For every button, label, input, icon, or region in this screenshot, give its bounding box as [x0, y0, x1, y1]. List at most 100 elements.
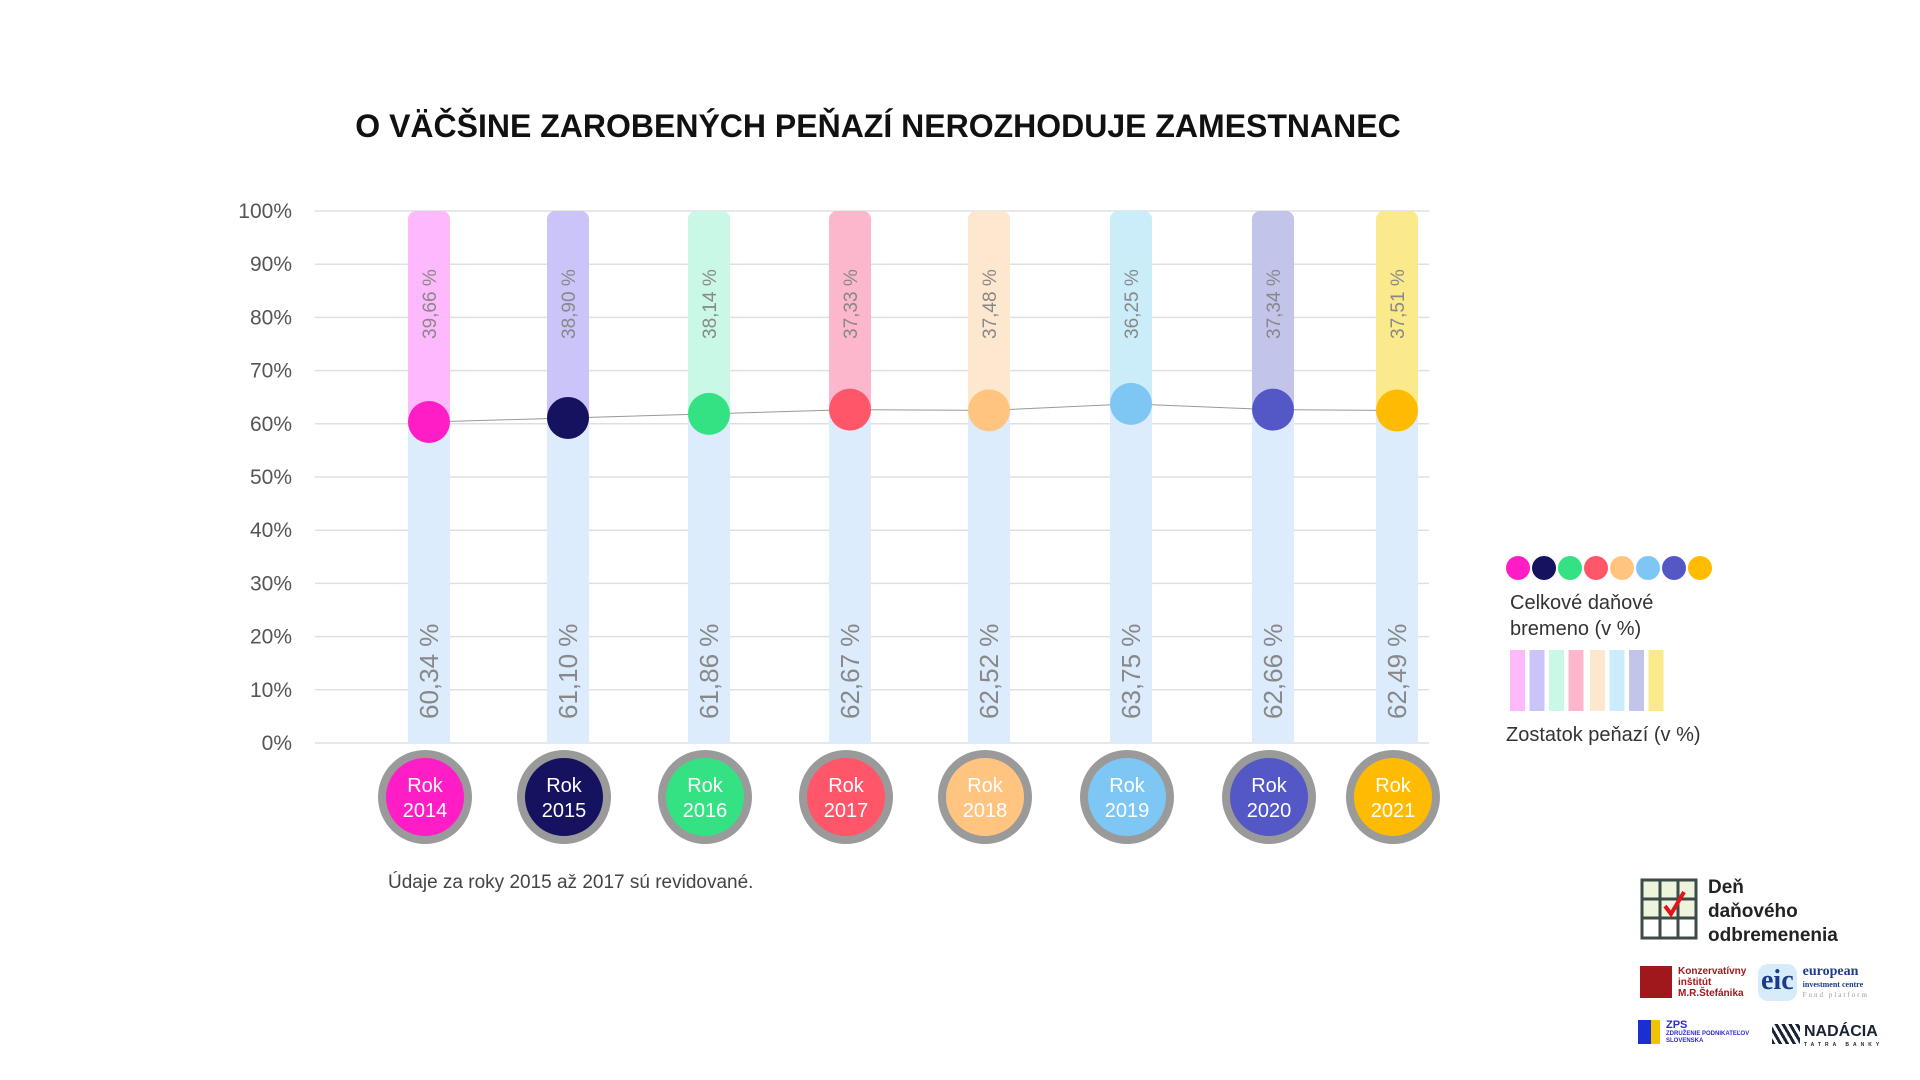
burden-value-label: 62,66 % — [1258, 624, 1288, 719]
remaining-bar — [547, 211, 589, 422]
year-label-year: 2014 — [403, 800, 448, 822]
burden-line — [428, 403, 1398, 423]
legend-burden-label: Celkové daňové bremeno (v %) — [1510, 590, 1653, 642]
calendar-check-icon — [1640, 878, 1698, 940]
remaining-bar — [1252, 211, 1294, 414]
year-label-rok: Rok — [687, 775, 724, 797]
remaining-bar — [688, 211, 730, 418]
legend-dot — [1506, 556, 1530, 580]
kimrs-logo: Konzervatívny inštitút M.R.Štefánika — [1640, 966, 1746, 999]
eic-logo: eic european investment centre Fund plat… — [1758, 964, 1869, 1001]
burden-dot — [547, 396, 589, 439]
legend-swatch — [1568, 650, 1584, 711]
nadacia-text-1: NADÁCIA — [1804, 1023, 1878, 1040]
year-badge — [517, 750, 611, 844]
y-tick-label: 60% — [250, 413, 292, 436]
remaining-bar — [408, 211, 450, 426]
y-tick-label: 30% — [250, 572, 292, 595]
burden-bar — [829, 409, 871, 743]
remaining-value-label: 37,33 % — [841, 269, 862, 339]
year-badge — [378, 750, 472, 844]
legend-swatch — [1549, 650, 1564, 711]
zps-text-1: ZPS — [1666, 1019, 1688, 1031]
burden-bar — [968, 410, 1010, 743]
burden-dot — [1376, 389, 1418, 432]
zps-text-3: SLOVENSKA — [1666, 1038, 1704, 1044]
legend-burden-line1: Celkové daňové — [1510, 592, 1654, 614]
remaining-value-label: 37,48 % — [980, 269, 1001, 339]
burden-value-label: 61,86 % — [694, 624, 724, 719]
year-badge — [938, 750, 1032, 844]
legend-dot — [1636, 556, 1660, 580]
remaining-value-label: 37,51 % — [1388, 269, 1409, 339]
eic-text-3: Fund platform — [1802, 991, 1869, 999]
legend-dot — [1532, 556, 1556, 580]
y-tick-label: 70% — [250, 360, 292, 383]
burden-bar — [1376, 410, 1418, 743]
legend-remaining-label: Zostatok peňazí (v %) — [1506, 724, 1701, 746]
year-label-year: 2019 — [1105, 800, 1150, 822]
remaining-bar — [829, 211, 871, 414]
y-tick-label: 40% — [250, 519, 292, 542]
burden-value-label: 60,34 % — [414, 624, 444, 719]
remaining-value-label: 36,25 % — [1122, 269, 1143, 339]
year-badge — [1346, 750, 1440, 844]
legend-burden-line2: bremeno (v %) — [1510, 618, 1642, 640]
burden-bar — [688, 413, 730, 743]
burden-value-label: 62,67 % — [835, 624, 865, 719]
eic-mark: eic — [1758, 964, 1797, 1001]
kimrs-emblem-icon — [1640, 966, 1672, 998]
year-label-rok: Rok — [407, 775, 444, 797]
burden-bar — [547, 417, 589, 743]
year-label-rok: Rok — [546, 775, 583, 797]
zps-text-2: ZDRUŽENIE PODNIKATEĽOV — [1666, 1031, 1750, 1037]
remaining-value-label: 38,90 % — [559, 269, 580, 339]
year-label-year: 2020 — [1247, 800, 1292, 822]
year-label-year: 2016 — [683, 800, 728, 822]
year-label-rok: Rok — [967, 775, 1004, 797]
burden-value-label: 62,49 % — [1382, 624, 1412, 719]
tb-emblem-icon — [1772, 1024, 1800, 1044]
y-tick-label: 50% — [250, 466, 292, 489]
zps-logo: ZPS ZDRUŽENIE PODNIKATEĽOV SLOVENSKA — [1638, 1020, 1749, 1045]
logo-text-2: daňového — [1708, 901, 1798, 922]
y-tick-label: 10% — [250, 679, 292, 702]
burden-bar — [1110, 403, 1152, 743]
burden-dot — [1110, 382, 1152, 425]
legend-swatch — [1629, 650, 1644, 711]
legend-swatch — [1609, 650, 1625, 711]
legend-swatch — [1529, 650, 1545, 711]
eic-text-1: european — [1802, 964, 1859, 979]
y-tick-label: 100% — [238, 200, 292, 223]
legend-dot — [1688, 556, 1712, 580]
y-tick-label: 80% — [250, 306, 292, 329]
burden-value-label: 63,75 % — [1116, 624, 1146, 719]
burden-dot — [408, 400, 450, 443]
burden-dot — [829, 388, 871, 431]
burden-dot — [968, 389, 1010, 432]
year-label-year: 2017 — [824, 800, 869, 822]
legend-swatch — [1590, 650, 1605, 711]
remaining-bar — [1110, 211, 1152, 408]
year-label-rok: Rok — [1109, 775, 1146, 797]
legend-swatch — [1510, 650, 1525, 711]
den-danoveho-odbremenenia-logo: Deň daňového odbremenenia — [1640, 876, 1838, 948]
kimrs-text-1: Konzervatívny — [1678, 966, 1747, 977]
year-badge — [1080, 750, 1174, 844]
legend-dot — [1610, 556, 1634, 580]
zps-emblem-icon — [1638, 1020, 1660, 1044]
burden-bar — [1252, 409, 1294, 743]
remaining-bar — [1376, 211, 1418, 415]
remaining-value-label: 37,34 % — [1264, 269, 1285, 339]
year-label-rok: Rok — [1251, 775, 1288, 797]
nadacia-text-2: TATRA BANKY — [1804, 1042, 1884, 1048]
legend-swatch — [1648, 650, 1664, 711]
y-tick-label: 0% — [262, 732, 292, 755]
footnote: Údaje za roky 2015 až 2017 sú revidované… — [388, 872, 754, 893]
chart-title: O VÄČŠINE ZAROBENÝCH PEŇAZÍ NEROZHODUJE … — [355, 108, 1401, 144]
y-tick-label: 20% — [250, 626, 292, 649]
kimrs-text-2: inštitút — [1678, 977, 1712, 988]
year-label-year: 2018 — [963, 800, 1008, 822]
y-tick-label: 90% — [250, 253, 292, 276]
